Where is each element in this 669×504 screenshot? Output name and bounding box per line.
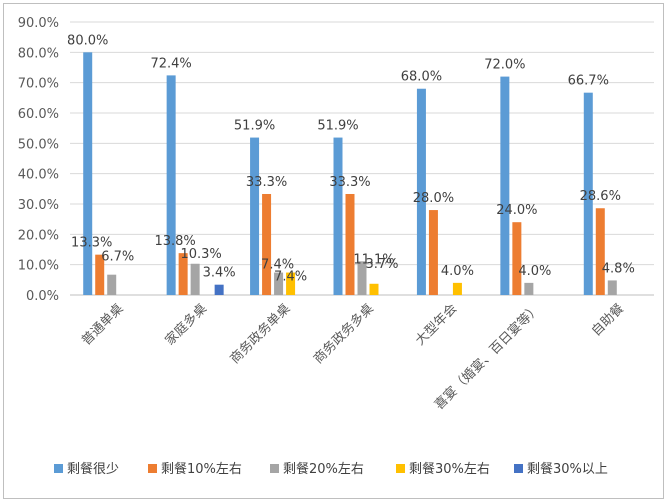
chart-frame: 0.0% 10.0% 20.0% 30.0% 40.0% 50.0% 60.0% 70.0% 8… <box>3 3 664 499</box>
bar <box>262 193 272 295</box>
data-label: 3.4% <box>203 266 236 281</box>
data-label: 10.3% <box>180 247 221 262</box>
y-tick-label: 80.0% <box>18 46 59 61</box>
legend-label: 剩餐很少 <box>67 461 119 477</box>
y-tick-label: 40.0% <box>18 168 59 183</box>
legend-item: 剩餐30%左右 <box>396 461 490 477</box>
data-label: 33.3% <box>246 175 287 190</box>
legend-item: 剩餐30%以上 <box>514 461 608 477</box>
bar <box>95 254 105 295</box>
bar <box>345 193 355 295</box>
bar <box>286 272 296 295</box>
data-label: 4.8% <box>602 261 635 276</box>
data-label: 11.1% <box>353 252 394 267</box>
bar <box>178 253 188 295</box>
legend-label: 剩餐30%左右 <box>409 461 490 477</box>
y-tick-label: 60.0% <box>18 107 59 122</box>
data-label: 4.0% <box>441 264 474 279</box>
bar <box>250 137 260 295</box>
data-label: 51.9% <box>317 119 358 134</box>
bar <box>357 261 367 295</box>
data-label: 3.7% <box>365 257 398 272</box>
bar <box>166 75 176 296</box>
data-label: 28.6% <box>580 189 621 204</box>
legend-label: 剩餐30%以上 <box>527 461 608 477</box>
category-label: 自助餐 <box>588 301 627 340</box>
legend-label: 剩餐10%左右 <box>161 461 242 477</box>
bar <box>274 272 284 295</box>
data-label: 80.0% <box>67 33 108 48</box>
category-label: 大型年会 <box>413 301 460 348</box>
bar <box>214 284 224 295</box>
bar <box>500 76 510 295</box>
chart-svg: 0.0% 10.0% 20.0% 30.0% 40.0% 50.0% 60.0% 70.0% 8… <box>18 16 654 477</box>
bars <box>83 52 617 296</box>
bar <box>607 280 617 295</box>
data-label: 7.4% <box>274 270 307 285</box>
bar <box>83 52 93 296</box>
data-label: 51.9% <box>234 119 275 134</box>
legend-swatch <box>514 464 523 473</box>
legend-label: 剩餐20%左右 <box>283 461 364 477</box>
y-tick-label: 50.0% <box>18 137 59 152</box>
data-label: 13.3% <box>71 236 112 251</box>
bar <box>595 208 605 295</box>
bar <box>333 137 343 295</box>
legend-item: 剩餐20%左右 <box>270 461 364 477</box>
data-label: 68.0% <box>401 70 442 85</box>
y-tick-label: 30.0% <box>18 198 59 213</box>
data-label: 72.0% <box>484 58 525 73</box>
y-tick-label: 90.0% <box>18 16 59 31</box>
data-label: 33.3% <box>329 175 370 190</box>
bar <box>512 222 522 295</box>
y-tick-label: 0.0% <box>26 289 59 304</box>
legend-swatch <box>54 464 63 473</box>
legend: 剩餐很少 剩餐10%左右 剩餐20%左右 剩餐30%左右 剩餐30%以上 <box>54 461 608 477</box>
bar <box>428 210 438 295</box>
bar <box>583 92 593 295</box>
bar <box>369 283 379 295</box>
y-tick-label: 70.0% <box>18 77 59 92</box>
legend-swatch <box>270 464 279 473</box>
y-tick-label: 20.0% <box>18 228 59 243</box>
legend-item: 剩餐10%左右 <box>148 461 242 477</box>
data-label: 7.4% <box>261 258 294 273</box>
category-label: 商务政务单桌 <box>227 301 293 367</box>
category-label: 商务政务多桌 <box>310 301 376 367</box>
data-label: 66.7% <box>568 74 609 89</box>
bar <box>416 88 426 295</box>
legend-swatch <box>396 464 405 473</box>
bar <box>107 274 117 295</box>
category-label: 家庭多桌 <box>162 301 210 349</box>
data-label: 6.7% <box>101 250 134 265</box>
y-tick-label: 10.0% <box>18 259 59 274</box>
bar <box>190 263 200 295</box>
y-axis-ticks: 0.0% 10.0% 20.0% 30.0% 40.0% 50.0% 60.0% 70.0% 8… <box>18 16 59 304</box>
data-label: 72.4% <box>150 56 191 71</box>
bar <box>524 282 534 295</box>
legend-swatch <box>148 464 157 473</box>
bar <box>452 282 462 295</box>
category-label: 普通单桌 <box>79 301 126 348</box>
data-label: 28.0% <box>413 191 454 206</box>
data-labels: 80.0% 13.3%6.7% 72.4% 13.8%10.3% 3.4% 51.9% 33… <box>67 33 635 284</box>
data-label: 24.0% <box>496 203 537 218</box>
legend-item: 剩餐很少 <box>54 461 119 477</box>
data-label: 4.0% <box>518 264 551 279</box>
data-label: 13.8% <box>154 234 195 249</box>
